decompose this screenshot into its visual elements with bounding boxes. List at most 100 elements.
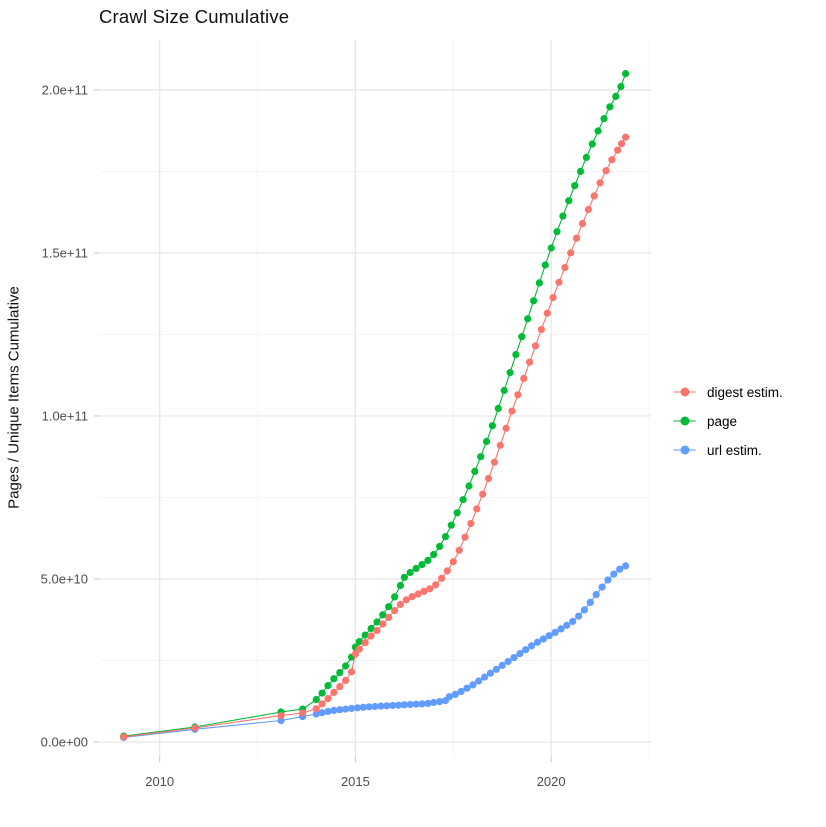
data-point — [594, 127, 602, 135]
x-tick-labels: 2010 2015 2020 — [145, 774, 565, 789]
data-point — [535, 279, 544, 287]
data-point — [612, 92, 620, 100]
data-point — [584, 205, 593, 214]
series-points-url-estim — [120, 562, 630, 742]
data-point — [436, 698, 444, 706]
data-point — [533, 638, 542, 646]
data-point — [567, 249, 575, 257]
major-gridlines — [99, 40, 651, 757]
legend-key-icon — [673, 443, 696, 457]
data-point — [496, 441, 504, 449]
data-point — [622, 70, 630, 78]
series-line-url-estim — [123, 565, 626, 738]
data-point — [492, 665, 500, 673]
data-point — [561, 264, 569, 272]
data-point — [575, 612, 583, 620]
data-point — [500, 386, 508, 395]
data-point — [406, 568, 414, 577]
y-tick-label: 1.5e+11 — [42, 245, 88, 260]
data-point — [580, 606, 589, 614]
data-point — [424, 699, 432, 708]
data-point — [622, 562, 630, 570]
data-point — [457, 687, 465, 696]
data-point — [312, 696, 320, 704]
data-point — [402, 596, 410, 604]
data-point — [508, 407, 516, 415]
data-point — [598, 583, 606, 591]
data-point — [494, 404, 502, 412]
data-point — [418, 561, 426, 569]
data-point — [618, 140, 626, 148]
data-point — [571, 182, 579, 190]
data-point — [447, 521, 455, 529]
legend-label: url estim. — [707, 442, 762, 458]
minor-gridlines — [99, 40, 651, 757]
y-tick-label: 0.0e+00 — [41, 735, 88, 750]
data-point — [463, 684, 471, 692]
data-point — [516, 650, 524, 658]
y-tick-label: 1.0e+11 — [42, 408, 88, 423]
data-point — [488, 422, 496, 430]
data-point — [614, 146, 622, 154]
data-point — [336, 669, 344, 677]
legend-label: digest estim. — [707, 384, 783, 400]
data-point — [365, 703, 373, 711]
data-point — [438, 574, 446, 582]
data-point — [490, 458, 498, 466]
data-point — [371, 702, 379, 711]
data-point — [475, 677, 483, 685]
data-point — [514, 391, 522, 399]
data-point — [465, 482, 473, 490]
data-point — [383, 702, 391, 710]
data-point — [420, 587, 428, 596]
data-point — [602, 167, 610, 175]
legend: digest estim. page url estim. — [673, 384, 783, 458]
data-point — [355, 645, 363, 653]
data-point — [576, 167, 585, 175]
data-point — [120, 733, 128, 741]
data-point — [610, 570, 618, 578]
data-point — [342, 676, 350, 685]
data-point — [396, 581, 404, 590]
data-point — [477, 453, 485, 461]
data-point — [418, 700, 426, 708]
x-tick-label: 2010 — [145, 774, 174, 789]
data-point — [391, 607, 399, 615]
data-point — [604, 576, 612, 584]
data-point — [396, 600, 404, 609]
legend-key-icon — [673, 414, 696, 428]
data-point — [361, 631, 369, 639]
data-point — [453, 509, 461, 517]
data-point — [336, 683, 344, 691]
data-point — [347, 704, 356, 713]
data-point — [531, 342, 540, 350]
data-point — [473, 505, 481, 513]
data-point — [588, 140, 596, 148]
data-point — [565, 197, 573, 205]
data-point — [389, 701, 397, 710]
data-point — [481, 673, 489, 681]
legend-key-dot — [680, 387, 689, 397]
data-point — [426, 585, 434, 593]
y-tick-labels: 0.0e+00 5.0e+10 1.0e+11 1.5e+11 2.0e+11 — [41, 82, 88, 749]
data-point — [555, 278, 563, 286]
series-points-page — [120, 70, 630, 740]
data-point — [616, 565, 624, 573]
data-point — [451, 690, 459, 699]
legend-label: page — [707, 413, 738, 429]
data-point — [191, 724, 199, 732]
data-point — [592, 591, 600, 599]
data-point — [373, 626, 381, 635]
chart-title: Crawl Size Cumulative — [99, 6, 290, 27]
data-point — [551, 628, 559, 637]
data-point — [539, 635, 547, 643]
data-point — [406, 700, 414, 709]
data-point — [486, 669, 495, 677]
legend-item-digest-estim: digest estim. — [673, 384, 783, 400]
data-point — [330, 675, 338, 683]
data-point — [330, 688, 338, 697]
data-point — [502, 424, 510, 432]
data-point — [445, 693, 453, 701]
data-point — [347, 668, 356, 676]
